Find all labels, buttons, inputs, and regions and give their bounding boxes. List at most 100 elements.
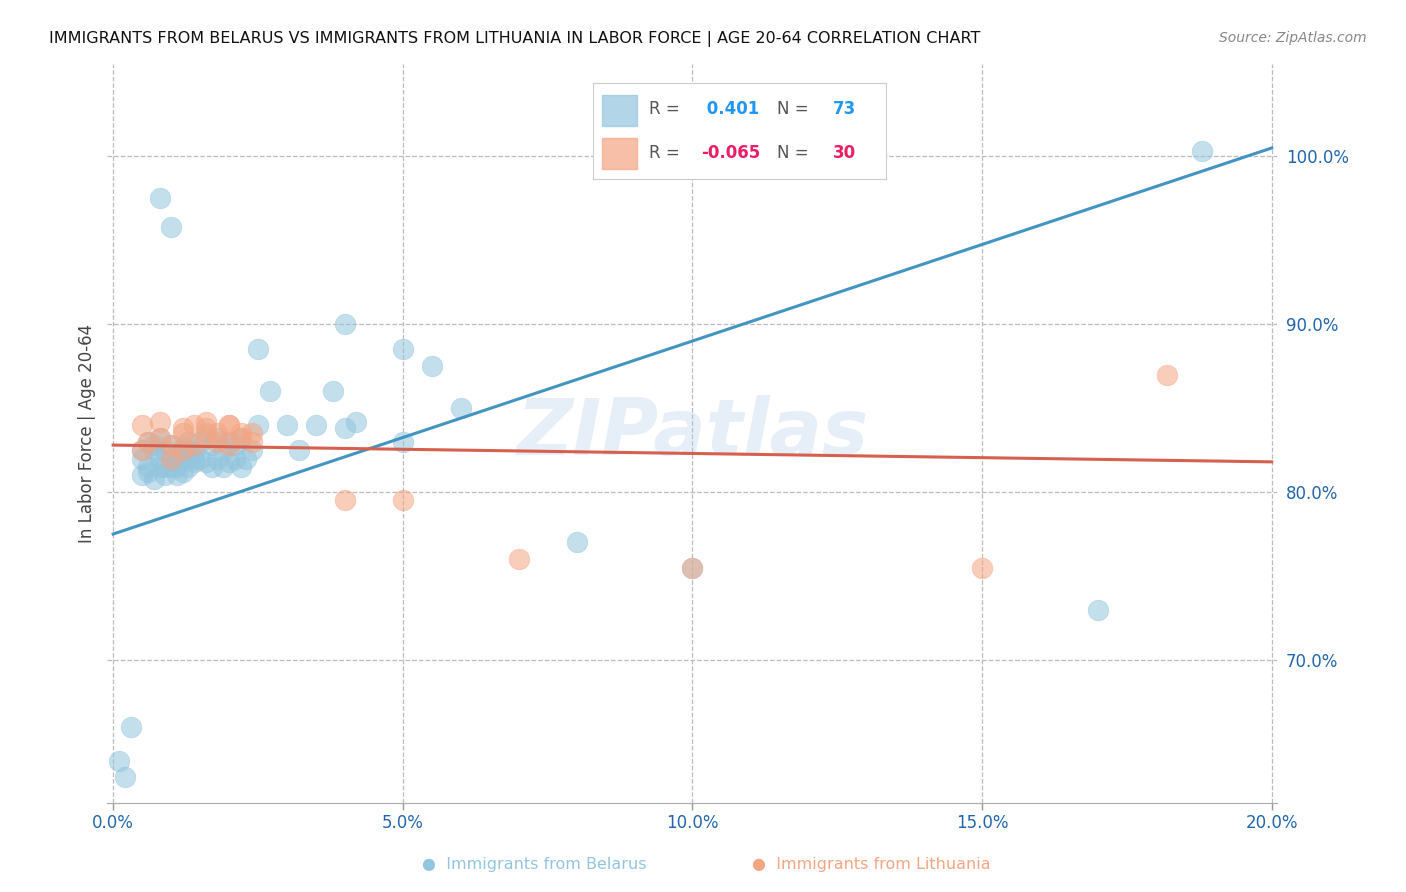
Point [259,384,281,399]
Y-axis label: In Labor Force | Age 20-64: In Labor Force | Age 20-64 [79,324,96,543]
Point [148,191,170,205]
Point [188,434,211,449]
Point [508,552,530,566]
Point [201,459,224,474]
Point [155,459,177,474]
Point [183,417,205,432]
Point [194,455,217,469]
Point [229,431,252,445]
Point [246,343,269,357]
Point [142,443,165,458]
Point [120,720,142,734]
Point [148,431,170,445]
Point [305,417,328,432]
Point [183,438,205,452]
Point [240,434,263,449]
Point [160,438,183,452]
Point [207,431,229,445]
Point [333,421,356,435]
Point [131,443,153,458]
Point [177,459,200,474]
Point [155,443,177,458]
Point [450,401,472,416]
Point [114,771,136,785]
Point [108,754,131,768]
Point [212,443,235,458]
Point [142,438,165,452]
Point [1087,602,1109,616]
Point [240,426,263,441]
Point [172,465,194,479]
Point [136,434,159,449]
Point [229,431,252,445]
Point [681,560,703,574]
Point [166,459,188,474]
Point [148,431,170,445]
Point [131,443,153,458]
Point [148,459,170,474]
Point [229,426,252,441]
Point [142,472,165,486]
Point [177,443,200,458]
Point [224,451,246,466]
Point [322,384,344,399]
Point [160,451,183,466]
Point [172,451,194,466]
Point [201,438,224,452]
Point [166,468,188,483]
Point [970,560,993,574]
Point [207,434,229,449]
Point [136,434,159,449]
Point [1191,145,1213,159]
Point [131,468,153,483]
Point [194,421,217,435]
Point [246,417,269,432]
Point [218,417,240,432]
Point [183,444,205,458]
Point [160,438,183,452]
Text: ●  Immigrants from Belarus: ● Immigrants from Belarus [422,857,647,872]
Point [188,451,211,466]
Point [229,459,252,474]
Point [160,459,183,474]
Point [276,417,298,432]
Point [160,451,183,466]
Point [218,438,240,452]
Text: ZIPatlas: ZIPatlas [516,395,869,471]
Point [333,317,356,331]
Point [148,415,170,429]
Text: ●  Immigrants from Lithuania: ● Immigrants from Lithuania [752,857,991,872]
Point [218,455,240,469]
Point [420,359,443,374]
Point [160,219,183,234]
Point [172,442,194,456]
Point [681,560,703,574]
Point [136,465,159,479]
Point [172,443,194,458]
Point [131,451,153,466]
Point [183,451,205,466]
Point [212,459,235,474]
Point [1156,368,1178,382]
Point [218,434,240,449]
Point [235,451,257,466]
Point [240,443,263,458]
Point [194,431,217,445]
Point [194,426,217,441]
Point [183,455,205,469]
Text: IMMIGRANTS FROM BELARUS VS IMMIGRANTS FROM LITHUANIA IN LABOR FORCE | AGE 20-64 : IMMIGRANTS FROM BELARUS VS IMMIGRANTS FR… [49,31,980,47]
Point [155,468,177,483]
Point [391,493,413,508]
Point [391,343,413,357]
Point [194,415,217,429]
Point [346,415,368,429]
Point [224,438,246,452]
Point [131,417,153,432]
Point [391,434,413,449]
Point [287,443,309,458]
Point [172,426,194,441]
Point [218,417,240,432]
Point [333,493,356,508]
Point [166,448,188,462]
Point [148,451,170,466]
